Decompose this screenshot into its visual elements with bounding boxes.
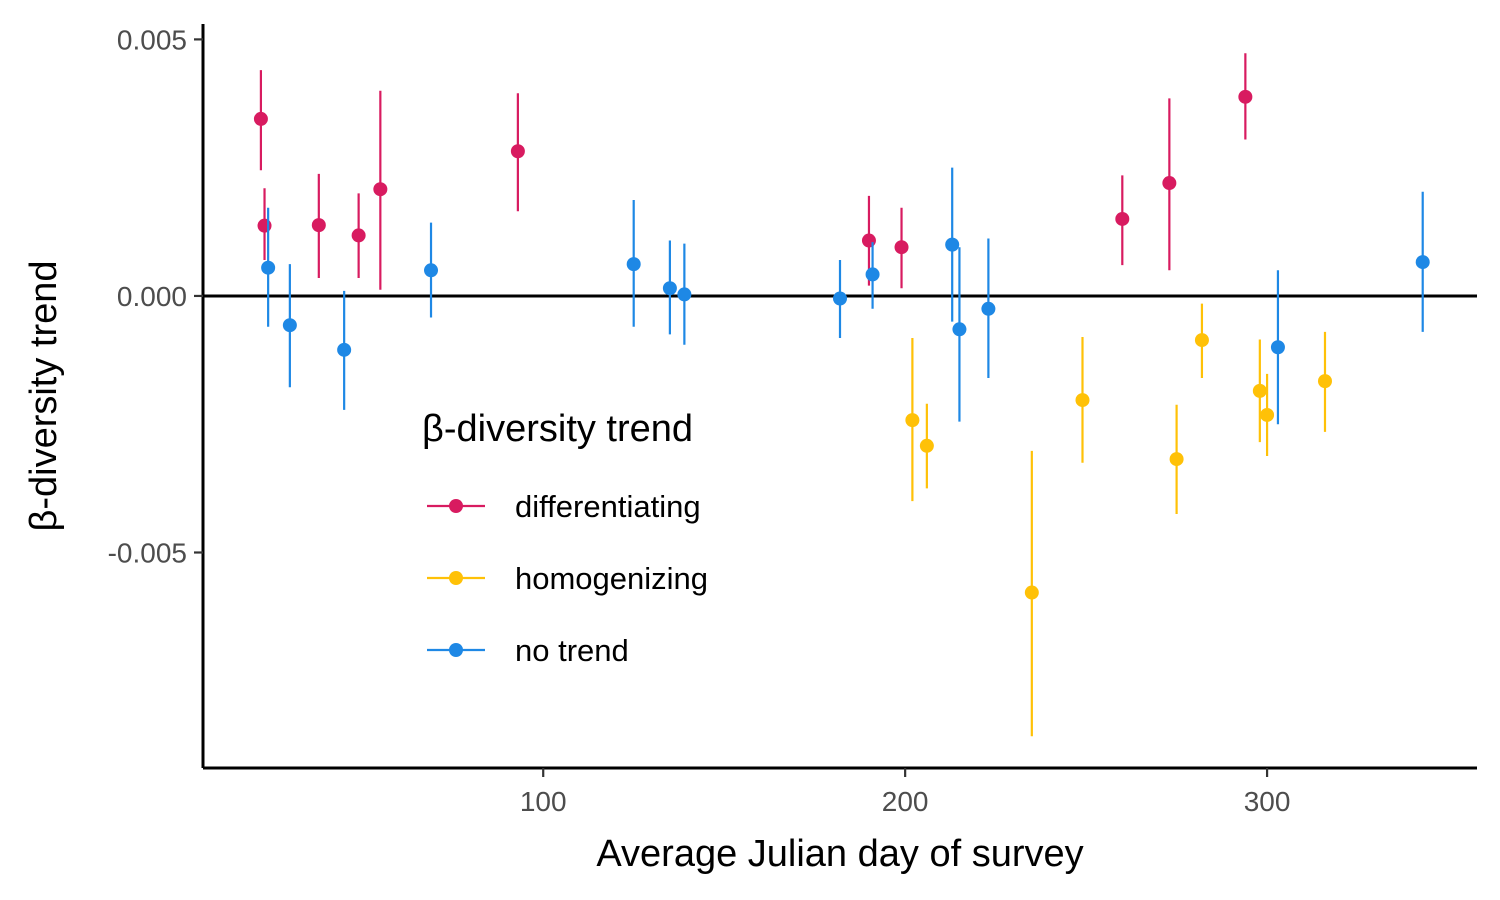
data-point [311,218,326,233]
legend-key-point [449,571,463,585]
data-point [981,301,996,316]
data-point [1162,176,1177,191]
data-point [833,291,847,306]
data-point [1260,407,1275,422]
series-no-trend [261,167,1430,425]
data-point [257,218,272,233]
data-point [261,260,276,275]
series-differentiating [253,53,1253,290]
data-point [861,233,876,248]
data-point [1075,393,1090,408]
data-point [662,281,677,296]
legend-label: homogenizing [515,561,708,596]
y-tick-label: -0.005 [108,537,187,568]
axes-layer: 0.005 0.000 -0.005 100 200 300 Average Julia… [23,24,1477,875]
data-point [1238,89,1253,104]
data-point [253,111,268,126]
y-axis-title: β-diversity trend [23,260,65,531]
x-tick-label: 300 [1244,786,1291,817]
data-point [510,144,525,159]
legend: β-diversity trend differentiating homogen… [422,408,708,668]
legend-item-differentiating: differentiating [427,489,701,524]
data-point [351,228,366,243]
data-point [1169,452,1184,467]
data-point [626,257,641,272]
data-point [952,322,967,337]
legend-items: differentiating homogenizing no trend [427,489,708,668]
data-point [282,318,297,333]
y-tick-label: 0.005 [117,24,187,55]
data-point [865,267,880,282]
legend-key-point [449,643,463,657]
data-point [1024,585,1039,600]
data-point [1415,255,1430,270]
legend-title: β-diversity trend [422,408,693,450]
x-axis-title: Average Julian day of survey [596,833,1083,875]
legend-label: differentiating [515,489,701,524]
data-point [337,342,352,357]
legend-item-no-trend: no trend [427,633,629,668]
data-point [677,287,692,302]
y-tick-label: 0.000 [117,281,187,312]
data-point [1270,340,1285,355]
data-point [905,413,920,428]
data-point [945,237,960,252]
data-point [1252,383,1267,398]
data-point [1115,211,1130,226]
data-point [1317,374,1332,389]
data-point [1194,333,1209,348]
data-point [373,182,388,197]
y-axis-ticks: 0.005 0.000 -0.005 [108,24,203,568]
x-axis-ticks: 100 200 300 [520,768,1291,817]
legend-label: no trend [515,633,629,668]
series-homogenizing [905,303,1332,737]
data-point [424,263,439,278]
x-tick-label: 100 [520,786,567,817]
series-layer [253,53,1430,737]
x-tick-label: 200 [882,786,929,817]
legend-item-homogenizing: homogenizing [427,561,708,596]
legend-key-point [449,499,463,513]
data-point [919,438,934,453]
data-point [894,240,909,255]
